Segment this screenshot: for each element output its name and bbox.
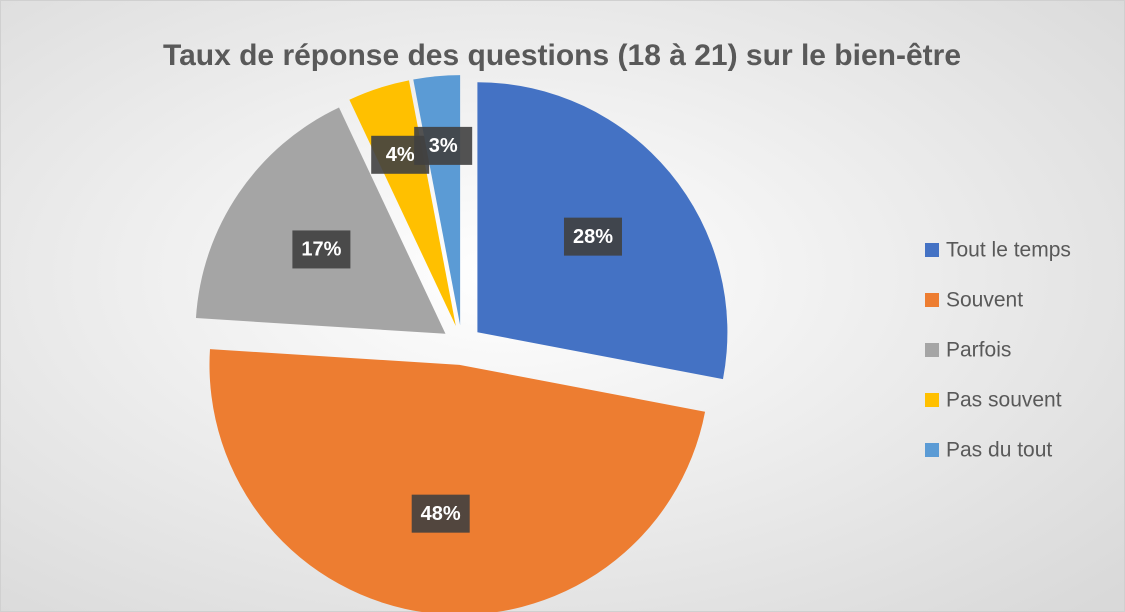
legend-swatch (925, 343, 939, 357)
data-label-box (563, 217, 622, 256)
legend: Tout le temps Souvent Parfois Pas souvent Pa… (925, 239, 1071, 462)
data-label: 3% (429, 135, 458, 157)
data-label: 48% (421, 503, 461, 525)
legend-label: Tout le temps (946, 239, 1071, 262)
legend-swatch (925, 243, 939, 257)
legend-swatch (925, 293, 939, 307)
legend-label: Parfois (946, 339, 1011, 362)
legend-label: Pas souvent (946, 389, 1062, 412)
chart-title: Taux de réponse des questions (18 à 21) … (163, 39, 961, 72)
data-label-box (292, 230, 351, 269)
legend-swatch (925, 443, 939, 457)
data-label-box (411, 494, 470, 533)
data-label: 28% (573, 226, 613, 248)
data-label-box (414, 126, 473, 165)
legend-label: Pas du tout (946, 439, 1052, 462)
pie-slice (209, 349, 706, 612)
legend-swatch (925, 393, 939, 407)
pie-slice (195, 107, 446, 334)
data-label: 17% (301, 239, 341, 261)
data-label: 4% (386, 144, 415, 166)
pie: 28% 48% 17% 4% 3% (195, 75, 728, 612)
legend-label: Souvent (946, 289, 1023, 312)
